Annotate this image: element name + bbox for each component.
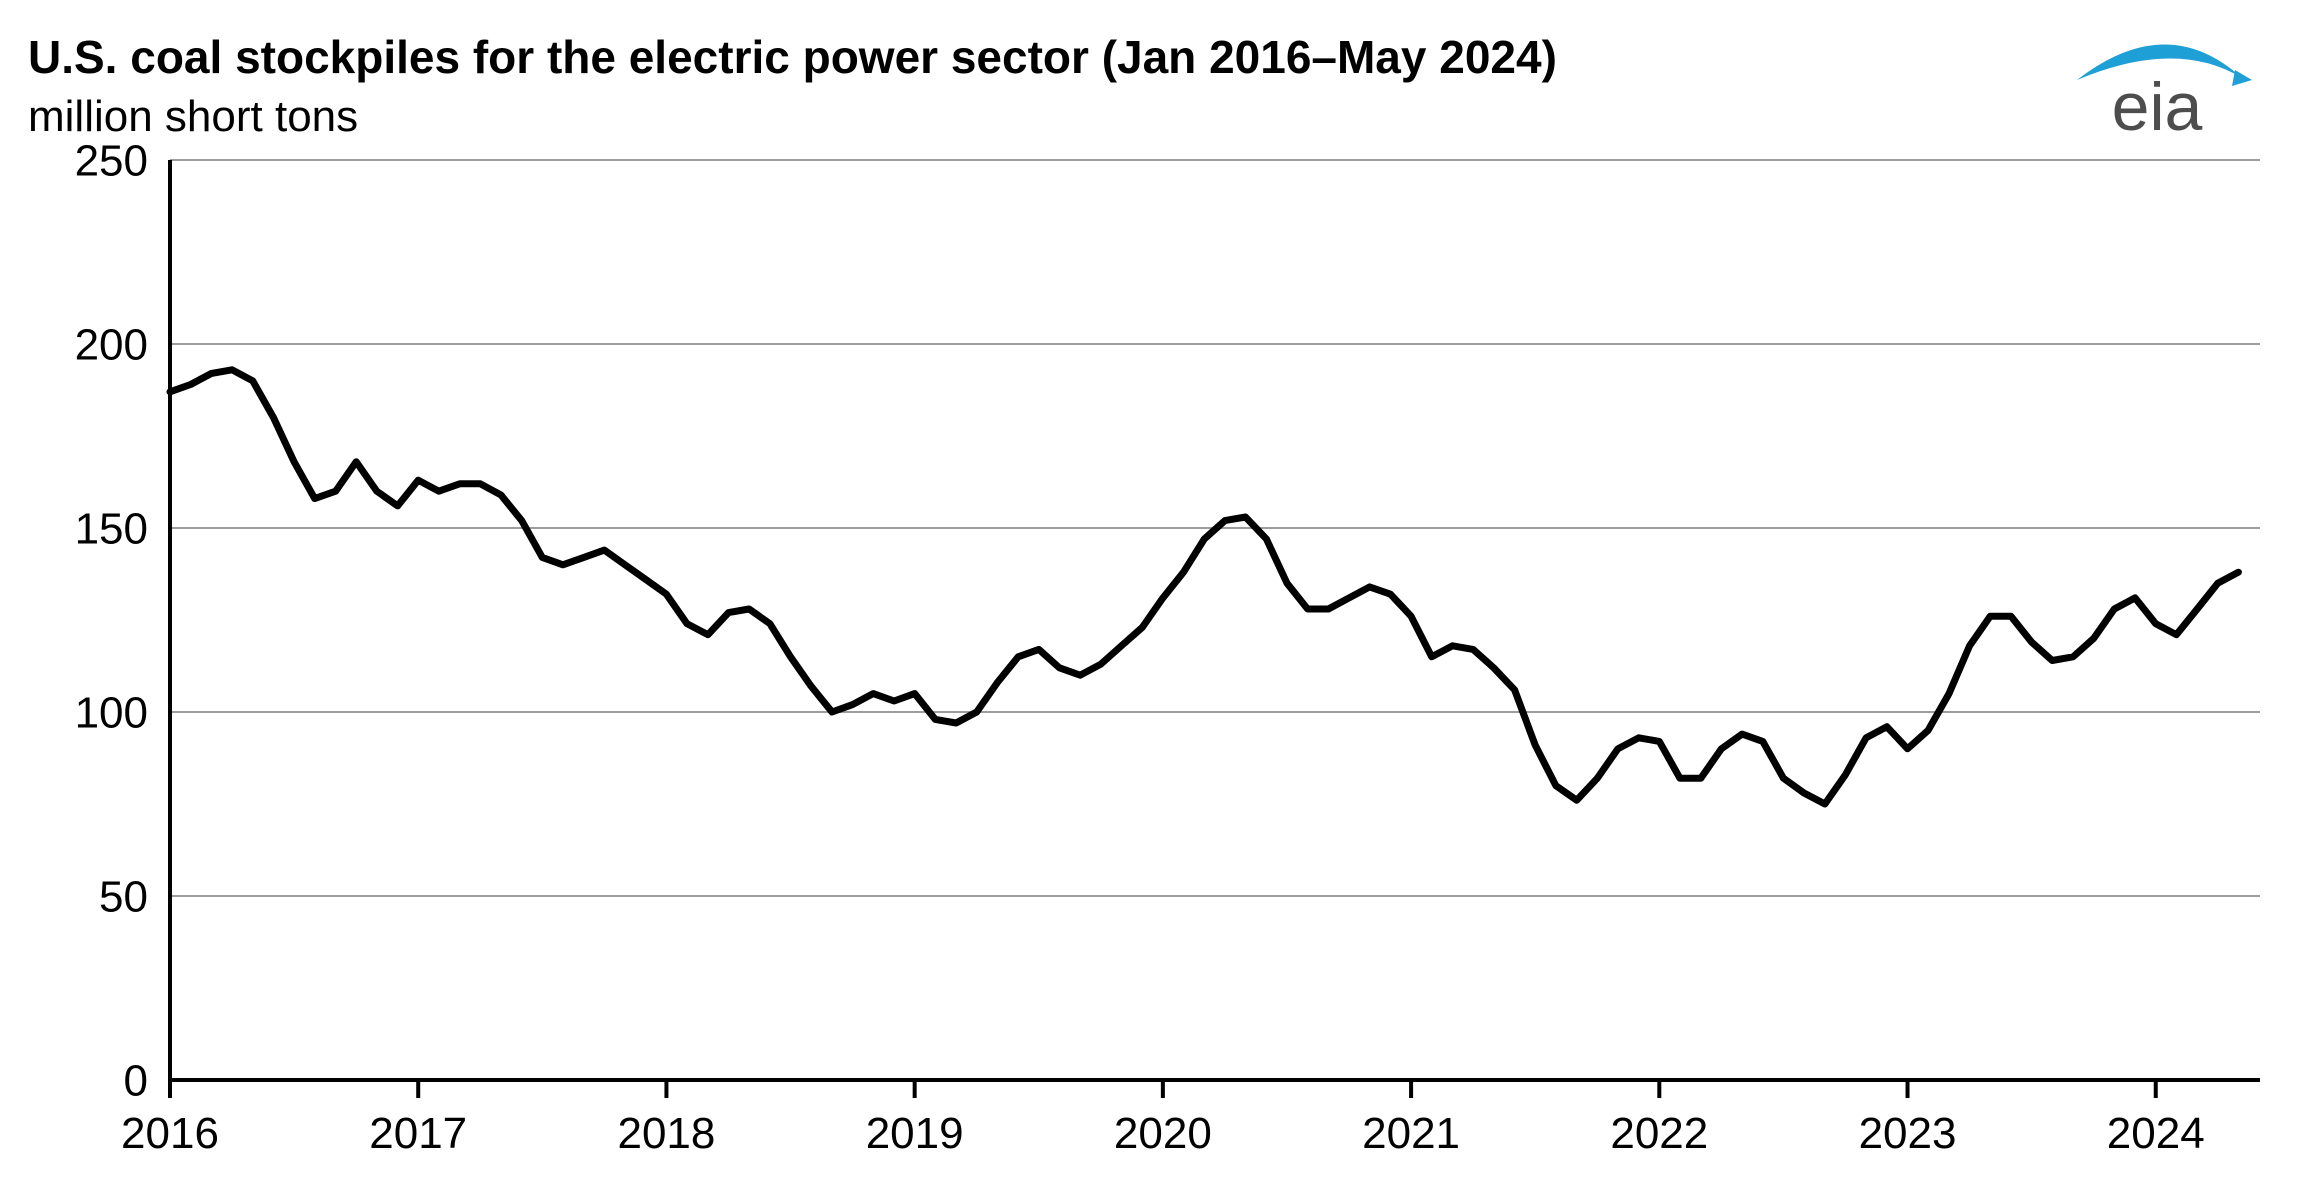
x-tick-label: 2022 (1610, 1109, 1708, 1158)
line-chart: 2016 2017 2018 2019 2020 2021 2022 2023 2024 0 50 1… (0, 0, 2297, 1194)
eia-logo: eia (2057, 30, 2257, 140)
chart-subtitle: million short tons (28, 92, 358, 142)
x-tick-label: 2024 (2107, 1109, 2205, 1158)
eia-logo-text: eia (2112, 69, 2203, 140)
y-tick-label: 150 (75, 504, 148, 553)
y-tick-label: 250 (75, 136, 148, 185)
x-tick-label: 2023 (1859, 1109, 1957, 1158)
eia-logo-arrow (2232, 70, 2252, 86)
x-tick-label: 2016 (121, 1109, 219, 1158)
x-tick-label: 2020 (1114, 1109, 1212, 1158)
x-tick-label: 2021 (1362, 1109, 1460, 1158)
chart-container: U.S. coal stockpiles for the electric po… (0, 0, 2297, 1194)
x-tick-label: 2018 (617, 1109, 715, 1158)
y-tick-label: 100 (75, 688, 148, 737)
y-tick-label: 0 (124, 1056, 148, 1105)
chart-title: U.S. coal stockpiles for the electric po… (28, 30, 1557, 84)
data-line (170, 370, 2238, 804)
y-tick-label: 50 (99, 872, 148, 921)
y-tick-label: 200 (75, 320, 148, 369)
x-tick-label: 2019 (866, 1109, 964, 1158)
x-tick-label: 2017 (369, 1109, 467, 1158)
